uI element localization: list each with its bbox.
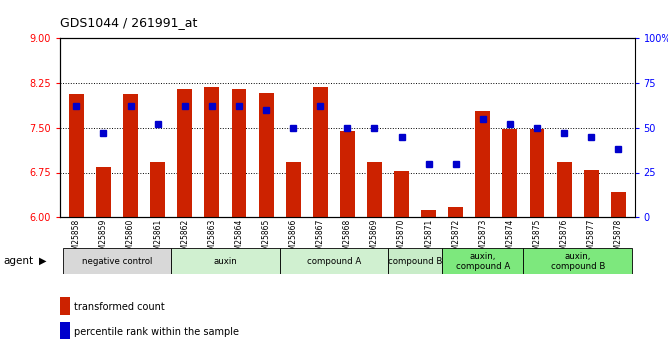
Bar — [96, 167, 111, 217]
Bar — [60, 297, 70, 315]
Bar — [422, 209, 436, 217]
Bar — [171, 248, 280, 274]
Bar — [611, 192, 626, 217]
Bar — [63, 248, 171, 274]
Bar — [150, 162, 165, 217]
Bar — [502, 129, 518, 217]
Bar — [442, 248, 524, 274]
Bar — [530, 129, 544, 217]
Text: negative control: negative control — [82, 257, 152, 266]
Bar — [259, 93, 273, 217]
Bar — [388, 248, 442, 274]
Text: transformed count: transformed count — [75, 302, 165, 312]
Bar — [313, 87, 328, 217]
Bar — [340, 131, 355, 217]
Text: auxin,
compound A: auxin, compound A — [456, 252, 510, 271]
Bar — [60, 322, 70, 339]
Bar — [280, 248, 388, 274]
Bar — [584, 169, 599, 217]
Text: compound B: compound B — [388, 257, 442, 266]
Text: compound A: compound A — [307, 257, 361, 266]
Text: percentile rank within the sample: percentile rank within the sample — [75, 326, 240, 336]
Bar — [524, 248, 632, 274]
Bar — [177, 89, 192, 217]
Bar — [394, 171, 409, 217]
Bar — [232, 89, 246, 217]
Bar — [556, 162, 572, 217]
Bar — [367, 162, 382, 217]
Bar — [123, 93, 138, 217]
Bar — [448, 207, 463, 217]
Bar — [286, 162, 301, 217]
Text: ▶: ▶ — [39, 256, 46, 266]
Bar — [69, 93, 84, 217]
Bar — [204, 87, 219, 217]
Text: GDS1044 / 261991_at: GDS1044 / 261991_at — [60, 16, 198, 29]
Text: auxin: auxin — [214, 257, 237, 266]
Text: auxin,
compound B: auxin, compound B — [550, 252, 605, 271]
Bar — [476, 111, 490, 217]
Text: agent: agent — [3, 256, 33, 266]
